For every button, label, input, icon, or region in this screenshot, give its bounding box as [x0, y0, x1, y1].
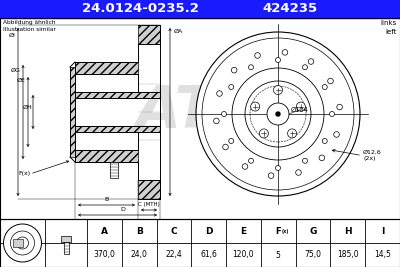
Bar: [138, 25, 160, 44]
Circle shape: [222, 112, 226, 116]
Circle shape: [328, 78, 333, 84]
Text: 5: 5: [276, 250, 281, 260]
Circle shape: [214, 118, 219, 124]
Circle shape: [274, 85, 282, 95]
Text: Ø104: Ø104: [291, 107, 309, 113]
Text: 24,0: 24,0: [131, 250, 148, 260]
Circle shape: [296, 102, 305, 111]
Circle shape: [229, 139, 234, 143]
Text: H: H: [344, 226, 352, 235]
Circle shape: [276, 112, 280, 116]
Circle shape: [255, 53, 260, 58]
Bar: [75, 150, 138, 162]
Text: ATE: ATE: [135, 84, 255, 140]
Text: ØG: ØG: [11, 68, 21, 73]
Text: 14,5: 14,5: [374, 250, 391, 260]
Circle shape: [288, 129, 297, 138]
Circle shape: [251, 102, 260, 111]
Circle shape: [322, 84, 327, 89]
Circle shape: [196, 32, 360, 196]
Bar: [70, 67, 75, 157]
Text: links
left: links left: [381, 20, 397, 34]
Text: 370,0: 370,0: [94, 250, 115, 260]
Bar: [0, 219, 400, 267]
Circle shape: [268, 173, 274, 178]
Text: 75,0: 75,0: [304, 250, 322, 260]
Text: 22,4: 22,4: [166, 250, 182, 260]
Text: Abbildung ähnlich
Illustration similar: Abbildung ähnlich Illustration similar: [3, 20, 56, 32]
Circle shape: [337, 104, 342, 110]
Circle shape: [276, 57, 280, 62]
Circle shape: [223, 144, 228, 150]
Circle shape: [248, 65, 254, 70]
Text: 185,0: 185,0: [337, 250, 359, 260]
Text: D: D: [120, 207, 125, 212]
Text: ØH: ØH: [22, 104, 32, 109]
Circle shape: [4, 224, 42, 262]
Text: A: A: [101, 226, 108, 235]
Text: 61,6: 61,6: [200, 250, 217, 260]
Circle shape: [282, 50, 288, 55]
Circle shape: [302, 158, 308, 163]
Circle shape: [330, 112, 334, 116]
Bar: [0, 219, 400, 267]
Text: ØE: ØE: [17, 77, 26, 83]
Text: 120,0: 120,0: [233, 250, 254, 260]
Circle shape: [319, 155, 325, 161]
Bar: [64, 242, 68, 254]
Bar: [75, 62, 138, 74]
Circle shape: [217, 91, 222, 96]
Circle shape: [267, 103, 289, 125]
Text: C: C: [171, 226, 177, 235]
Text: I: I: [381, 226, 384, 235]
Text: G: G: [309, 226, 317, 235]
Text: (x): (x): [282, 230, 289, 234]
Text: B: B: [104, 197, 109, 202]
Text: Ø12,6
(2x): Ø12,6 (2x): [363, 150, 382, 161]
Circle shape: [334, 132, 339, 137]
Circle shape: [302, 65, 308, 70]
Text: 424235: 424235: [262, 2, 318, 15]
Bar: [138, 180, 160, 199]
Bar: [61, 236, 71, 242]
Circle shape: [242, 164, 248, 169]
Circle shape: [322, 139, 327, 143]
Bar: [75, 92, 160, 98]
Circle shape: [259, 129, 268, 138]
Text: D: D: [205, 226, 212, 235]
Bar: [12, 239, 22, 247]
Bar: [0, 18, 400, 219]
Circle shape: [296, 170, 301, 175]
Circle shape: [229, 84, 234, 89]
Text: ØI: ØI: [9, 33, 16, 37]
Text: F(x): F(x): [18, 171, 30, 176]
Bar: [110, 162, 118, 178]
Text: C (MTH): C (MTH): [138, 202, 160, 207]
Text: 24.0124-0235.2: 24.0124-0235.2: [82, 2, 198, 15]
Circle shape: [248, 158, 254, 163]
Circle shape: [308, 59, 314, 64]
Bar: [75, 126, 160, 132]
Circle shape: [231, 67, 237, 73]
Bar: [0, 0, 400, 18]
Text: E: E: [240, 226, 246, 235]
Text: ØA: ØA: [174, 29, 183, 33]
Circle shape: [245, 81, 311, 147]
Text: F: F: [276, 226, 281, 235]
Text: B: B: [136, 226, 143, 235]
Circle shape: [276, 166, 280, 171]
